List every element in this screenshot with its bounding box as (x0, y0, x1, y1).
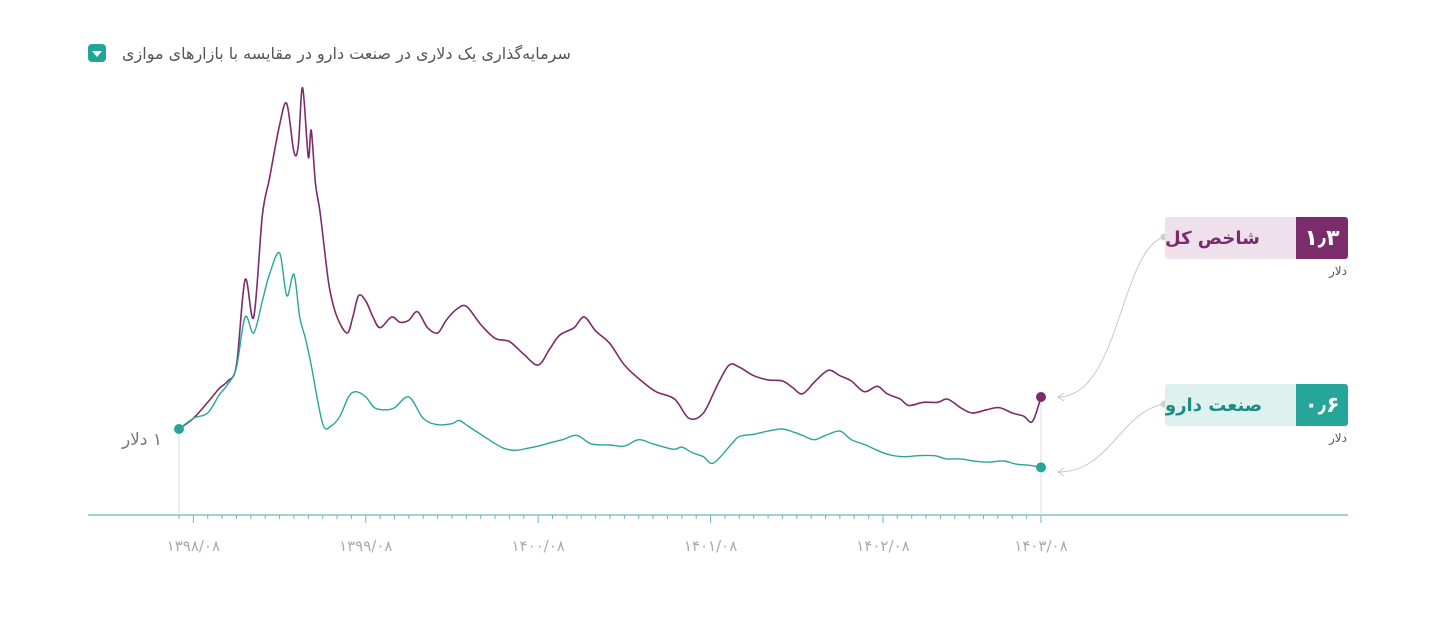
arrowhead-pharma (1057, 467, 1065, 477)
x-axis-tick-labels: ۱۳۹۸/۰۸ ۱۳۹۹/۰۸ ۱۴۰۰/۰۸ ۱۴۰۱/۰۸ ۱۴۰۲/۰۸ ۱۴۰۳/… (167, 537, 1068, 555)
chart-title: سرمایه‌گذاری یک دلاری در صنعت دارو در مق… (122, 43, 571, 63)
start-value-label: ۱ دلار (121, 430, 162, 450)
end-label-unit-pharma: دلار (1329, 431, 1347, 445)
end-label-unit-index: دلار (1329, 264, 1347, 278)
end-label-value-index: ۱٫۳ (1296, 217, 1348, 259)
end-point-pharma (1036, 462, 1046, 473)
x-tick-label: ۱۴۰۳/۰۸ (1014, 537, 1067, 555)
x-tick-label: ۱۴۰۰/۰۸ (511, 537, 564, 555)
x-tick-label: ۱۳۹۸/۰۸ (167, 537, 220, 555)
end-label-name-index: شاخص کل (1165, 227, 1260, 249)
end-label-value-pharma: ۰٫۶ (1296, 384, 1348, 426)
connector-index (1057, 236, 1165, 398)
end-label-name-pharma: صنعت دارو (1165, 394, 1263, 416)
dropdown-toggle-icon[interactable] (88, 44, 106, 62)
series-line-pharma (178, 251, 1042, 469)
start-point (174, 424, 184, 434)
end-point-index (1036, 392, 1046, 402)
arrowhead-index (1057, 392, 1065, 402)
series-line-index (178, 86, 1042, 430)
x-tick-label: ۱۴۰۲/۰۸ (856, 537, 909, 555)
end-label-pharma: صنعت دارو ۰٫۶ (1165, 384, 1348, 426)
x-tick-label: ۱۳۹۹/۰۸ (339, 537, 392, 555)
connector-pharma (1057, 403, 1165, 473)
x-axis-ticks (178, 515, 1042, 523)
x-tick-label: ۱۴۰۱/۰۸ (684, 537, 737, 555)
end-label-index: شاخص کل ۱٫۳ (1165, 217, 1348, 259)
chart-header: سرمایه‌گذاری یک دلاری در صنعت دارو در مق… (88, 40, 571, 66)
